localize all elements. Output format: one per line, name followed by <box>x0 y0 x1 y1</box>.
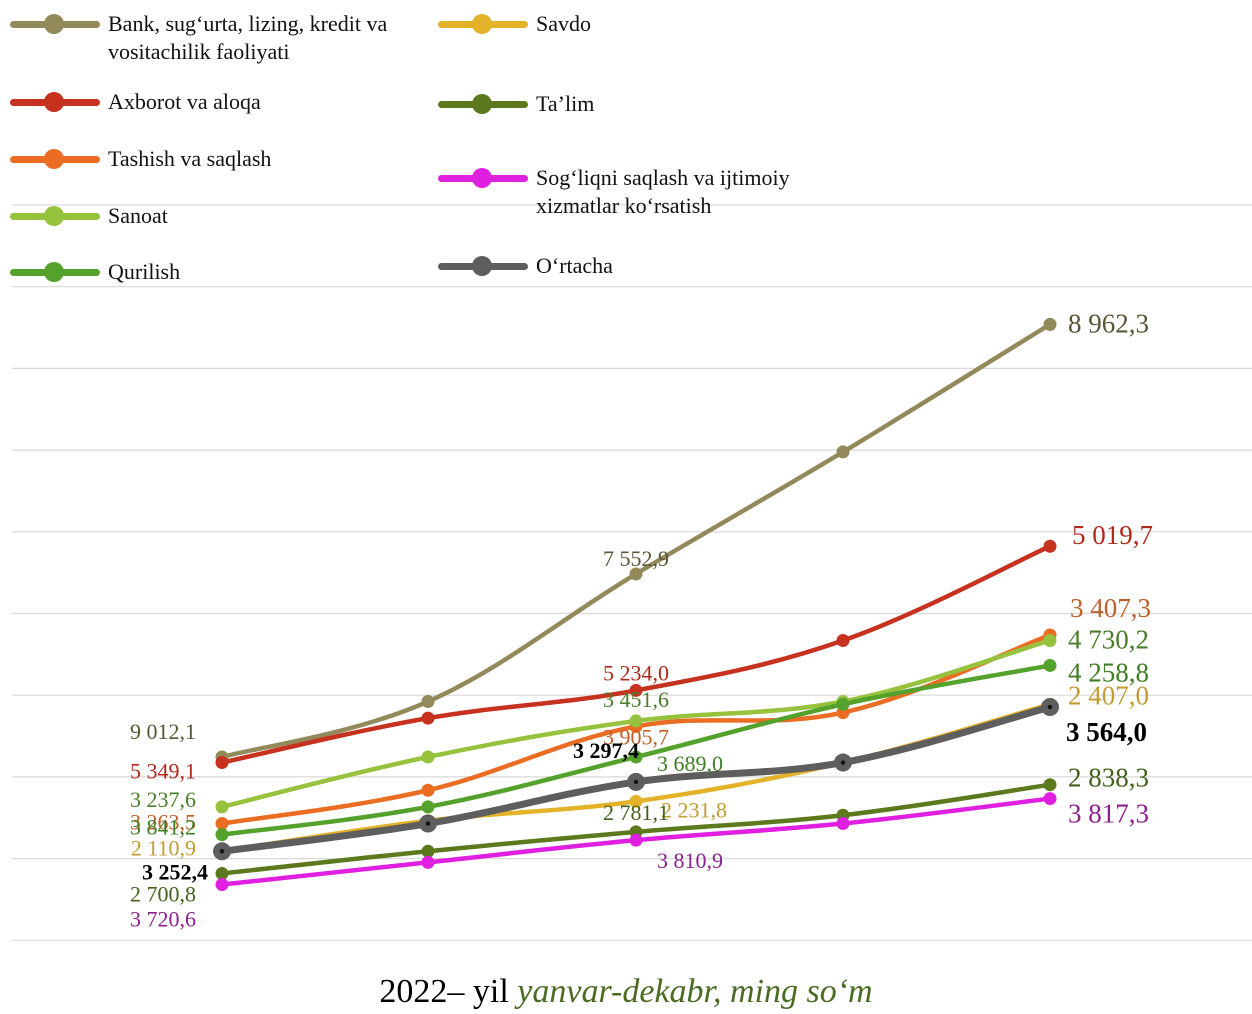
data-point <box>836 634 850 648</box>
data-point <box>215 800 229 814</box>
data-point <box>421 800 435 814</box>
data-point-center <box>219 849 225 854</box>
data-label: 3 810,9 <box>657 848 723 873</box>
legend-swatch-talim <box>438 94 528 114</box>
data-point <box>836 697 850 711</box>
data-label: 2 838,3 <box>1068 763 1149 793</box>
data-label: 5 349,1 <box>130 759 196 784</box>
legend: Bank, sug‘urta, lizing, kredit va vosita… <box>0 0 900 300</box>
legend-label-bank: Bank, sug‘urta, lizing, kredit va vosita… <box>108 11 388 64</box>
legend-label-savdo: Savdo <box>536 11 591 36</box>
data-point <box>1043 778 1057 792</box>
data-point <box>215 817 229 831</box>
legend-swatch-savdo <box>438 14 528 34</box>
data-label: 4 730,2 <box>1068 625 1149 655</box>
data-point <box>215 878 229 892</box>
data-point <box>1043 317 1057 331</box>
data-point-center <box>1047 704 1053 710</box>
data-point <box>629 833 643 847</box>
legend-label-talim: Ta’lim <box>536 91 595 116</box>
data-point-center <box>840 760 846 765</box>
data-point <box>215 866 229 880</box>
data-point-center <box>633 779 639 785</box>
legend-item-qurilish: Qurilish <box>10 258 180 286</box>
data-label: 3 817,3 <box>1068 799 1149 829</box>
chart-footer: 2022– yil yanvar-dekabr, ming so‘m <box>0 972 1252 1012</box>
data-point <box>215 828 229 842</box>
data-point <box>836 445 850 459</box>
data-label: 7 552,9 <box>603 546 669 571</box>
legend-item-talim: Ta’lim <box>438 90 594 118</box>
data-label: 2 407,0 <box>1068 680 1149 710</box>
legend-swatch-axborot <box>10 92 100 112</box>
data-label: 5 234,0 <box>603 660 669 685</box>
legend-label-sanoat: Sanoat <box>108 203 168 228</box>
footer-year: 2022– yil <box>379 973 509 1010</box>
legend-label-ortacha: O‘rtacha <box>536 253 613 278</box>
data-label: 2 700,8 <box>130 881 196 906</box>
data-point <box>629 750 643 764</box>
legend-item-ortacha: O‘rtacha <box>438 252 613 280</box>
data-point <box>215 756 229 770</box>
data-point <box>421 783 435 797</box>
data-label: 9 012,1 <box>130 719 196 744</box>
data-label: 3 451,6 <box>603 687 669 712</box>
data-point <box>629 567 643 581</box>
legend-item-axborot: Axborot va aloqa <box>10 88 261 116</box>
data-label: 2 110,9 <box>131 835 196 860</box>
footer-period: yanvar-dekabr, ming so‘m <box>517 973 873 1010</box>
data-point <box>629 794 643 808</box>
data-label: 3 407,3 <box>1070 593 1151 623</box>
data-point <box>1043 658 1057 672</box>
data-point <box>836 817 850 831</box>
data-label: 3 252,4 <box>142 859 208 884</box>
data-point-center <box>425 821 431 826</box>
data-label: 5 019,7 <box>1072 520 1153 550</box>
data-label: 3 720,6 <box>130 907 196 932</box>
data-point <box>421 750 435 764</box>
legend-swatch-qurilish <box>10 262 100 282</box>
legend-swatch-sogliqni <box>438 168 528 188</box>
data-point <box>421 711 435 725</box>
legend-item-sanoat: Sanoat <box>10 202 168 230</box>
data-label: 8 962,3 <box>1068 308 1149 338</box>
data-label: 3 905,7 <box>603 724 669 749</box>
legend-label-tashish: Tashish va saqlash <box>108 146 272 171</box>
data-label: 3 263,5 <box>130 810 196 835</box>
data-label: 3 689,0 <box>657 751 723 776</box>
data-point <box>421 844 435 858</box>
data-point <box>629 683 643 697</box>
legend-label-axborot: Axborot va aloqa <box>108 89 261 114</box>
data-point <box>1043 792 1057 806</box>
data-point <box>1043 539 1057 553</box>
data-label: 2 231,8 <box>661 797 727 822</box>
legend-swatch-bank <box>10 14 100 34</box>
data-labels: 9 012,1 7 552,9 8 962,3 5 349,1 5 234,0 5 019… <box>130 308 1153 931</box>
data-label: 3 841,2 <box>130 815 196 840</box>
data-label: 2 781,1 <box>603 800 669 825</box>
data-point <box>1043 634 1057 648</box>
data-label: 3 237,6 <box>130 787 196 812</box>
data-label: 3 564,0 <box>1066 717 1147 747</box>
legend-swatch-ortacha <box>438 256 528 276</box>
legend-label-sogliqni: Sog‘liqni saqlash va ijtimoiy xizmatlar … <box>536 165 790 218</box>
legend-item-bank: Bank, sug‘urta, lizing, kredit va vosita… <box>10 10 428 66</box>
data-point <box>421 695 435 709</box>
legend-item-tashish: Tashish va saqlash <box>10 145 271 173</box>
data-label: 3 297,4 <box>573 738 639 763</box>
data-label: 4 258,8 <box>1068 657 1149 687</box>
legend-label-qurilish: Qurilish <box>108 259 181 284</box>
legend-swatch-tashish <box>10 149 100 169</box>
data-point <box>629 714 643 728</box>
gridlines <box>12 204 1252 941</box>
series-points <box>213 317 1059 892</box>
data-point <box>421 855 435 869</box>
legend-item-savdo: Savdo <box>438 10 591 38</box>
legend-item-sogliqni: Sog‘liqni saqlash va ijtimoiy xizmatlar … <box>438 164 866 220</box>
legend-swatch-sanoat <box>10 206 100 226</box>
